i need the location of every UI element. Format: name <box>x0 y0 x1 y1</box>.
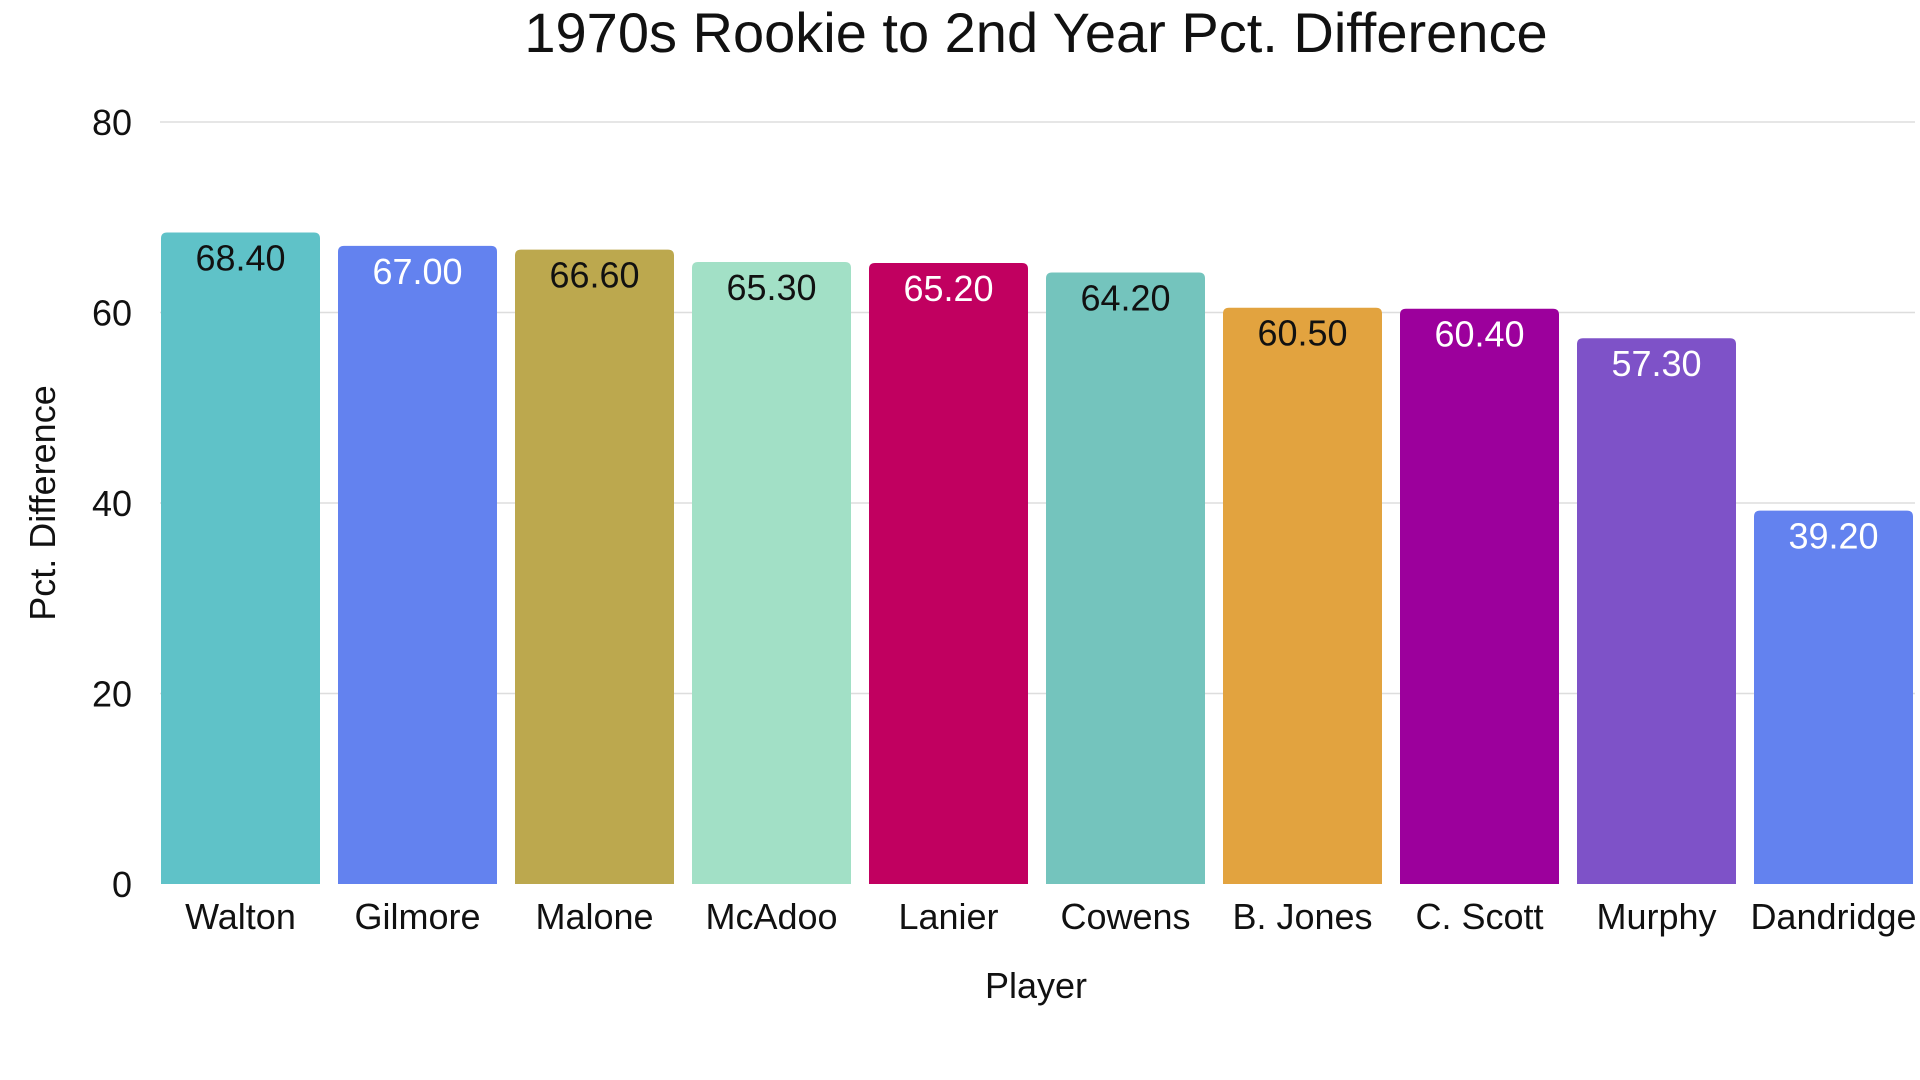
x-axis-categories: Walton Gilmore Malone McAdoo Lanier Cowens B. … <box>185 896 1916 937</box>
bars <box>161 232 1913 885</box>
chart-title: 1970s Rookie to 2nd Year Pct. Difference <box>524 1 1547 64</box>
y-axis-ticks: 0 20 40 60 80 <box>92 102 132 905</box>
bar-b-jones <box>1223 307 1382 884</box>
bar-value-label: 57.30 <box>1611 343 1701 384</box>
bar-value-label: 67.00 <box>372 251 462 292</box>
x-axis-label: Player <box>985 965 1087 1006</box>
bar-value-label: 66.60 <box>549 255 639 296</box>
x-category-label: B. Jones <box>1232 896 1372 937</box>
bar-gilmore <box>338 245 497 884</box>
bar-c-scott <box>1400 308 1559 884</box>
bar-value-label: 60.50 <box>1257 313 1347 354</box>
x-category-label: Walton <box>185 896 296 937</box>
y-tick-label: 40 <box>92 483 132 524</box>
y-tick-label: 20 <box>92 674 132 715</box>
x-category-label: C. Scott <box>1415 896 1543 937</box>
bar-malone <box>515 249 674 884</box>
bar-value-label: 68.40 <box>195 237 285 278</box>
bar-dandridge <box>1754 510 1913 884</box>
bar-value-label: 65.30 <box>726 267 816 308</box>
bar-cowens <box>1046 272 1205 884</box>
x-category-label: Malone <box>535 896 653 937</box>
bar-value-label: 65.20 <box>903 268 993 309</box>
x-category-label: McAdoo <box>705 896 837 937</box>
y-tick-label: 60 <box>92 293 132 334</box>
value-labels: 68.40 67.00 66.60 65.30 65.20 64.20 60.50 60.40… <box>195 237 1878 556</box>
bar-value-label: 39.20 <box>1788 516 1878 557</box>
y-tick-label: 0 <box>112 864 132 905</box>
y-axis-label: Pct. Difference <box>22 385 63 620</box>
bar-walton <box>161 232 320 885</box>
y-tick-label: 80 <box>92 102 132 143</box>
bar-value-label: 60.40 <box>1434 314 1524 355</box>
x-category-label: Murphy <box>1596 896 1716 937</box>
bar-murphy <box>1577 338 1736 884</box>
bar-lanier <box>869 262 1028 885</box>
bar-mcadoo <box>692 262 851 885</box>
x-category-label: Gilmore <box>354 896 480 937</box>
bar-value-label: 64.20 <box>1080 277 1170 318</box>
x-category-label: Dandridge <box>1750 896 1916 937</box>
x-category-label: Lanier <box>898 896 998 937</box>
x-category-label: Cowens <box>1060 896 1190 937</box>
